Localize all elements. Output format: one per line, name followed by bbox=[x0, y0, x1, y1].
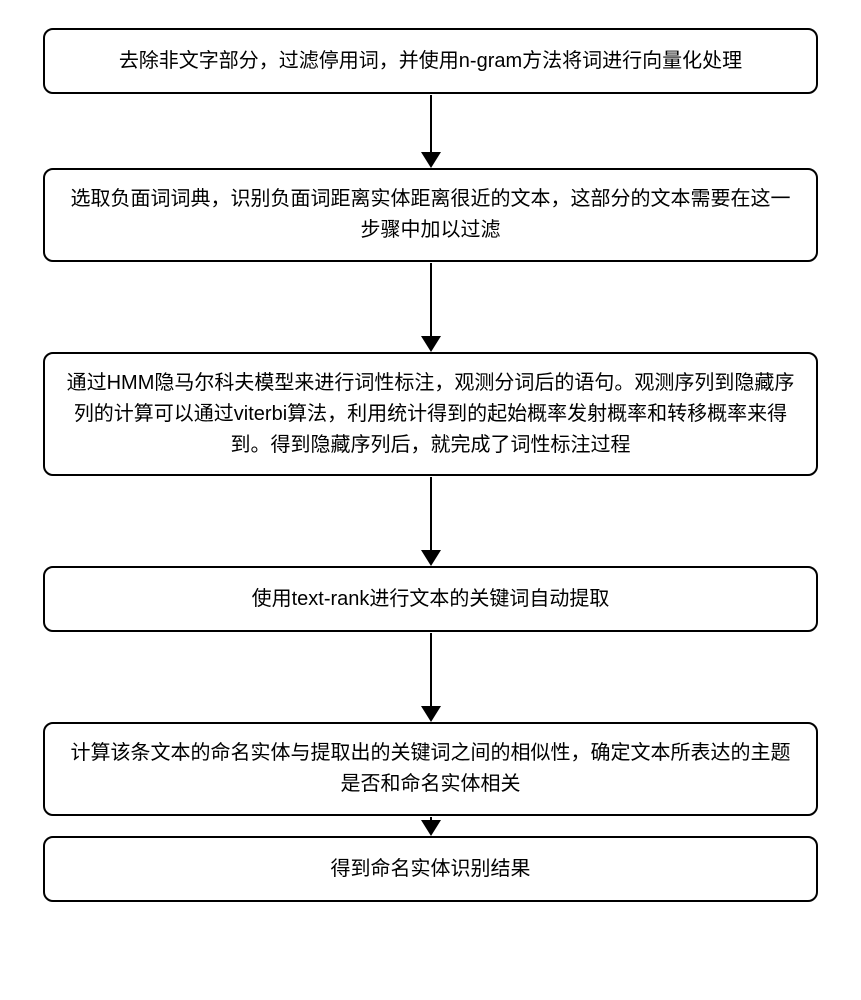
arrow-head-icon bbox=[421, 336, 441, 352]
flowchart-node: 计算该条文本的命名实体与提取出的关键词之间的相似性，确定文本所表达的主题是否和命… bbox=[43, 722, 818, 816]
flowchart-node-label: 得到命名实体识别结果 bbox=[331, 854, 531, 885]
flowchart-canvas: 去除非文字部分，过滤停用词，并使用n-gram方法将词进行向量化处理 选取负面词… bbox=[0, 0, 861, 1000]
arrow-line bbox=[430, 477, 432, 551]
flowchart-node-label: 选取负面词词典，识别负面词距离实体距离很近的文本，这部分的文本需要在这一步骤中加… bbox=[63, 184, 798, 246]
arrow-head-icon bbox=[421, 152, 441, 168]
flowchart-node-label: 通过HMM隐马尔科夫模型来进行词性标注，观测分词后的语句。观测序列到隐藏序列的计… bbox=[63, 368, 798, 461]
arrow-head-icon bbox=[421, 550, 441, 566]
flowchart-node: 得到命名实体识别结果 bbox=[43, 836, 818, 902]
flowchart-arrow bbox=[421, 816, 441, 836]
arrow-head-icon bbox=[421, 706, 441, 722]
flowchart-arrow bbox=[421, 476, 441, 566]
flowchart-node-label: 使用text-rank进行文本的关键词自动提取 bbox=[252, 584, 610, 615]
flowchart-arrow bbox=[421, 262, 441, 352]
flowchart-node-label: 去除非文字部分，过滤停用词，并使用n-gram方法将词进行向量化处理 bbox=[119, 46, 742, 77]
arrow-line bbox=[430, 263, 432, 337]
flowchart-node: 通过HMM隐马尔科夫模型来进行词性标注，观测分词后的语句。观测序列到隐藏序列的计… bbox=[43, 352, 818, 476]
flowchart-arrow bbox=[421, 632, 441, 722]
flowchart-node: 选取负面词词典，识别负面词距离实体距离很近的文本，这部分的文本需要在这一步骤中加… bbox=[43, 168, 818, 262]
flowchart-node: 使用text-rank进行文本的关键词自动提取 bbox=[43, 566, 818, 632]
flowchart-arrow bbox=[421, 94, 441, 168]
flowchart-node-label: 计算该条文本的命名实体与提取出的关键词之间的相似性，确定文本所表达的主题是否和命… bbox=[63, 738, 798, 800]
arrow-line bbox=[430, 633, 432, 707]
arrow-line bbox=[430, 95, 432, 153]
arrow-head-icon bbox=[421, 820, 441, 836]
flowchart-node: 去除非文字部分，过滤停用词，并使用n-gram方法将词进行向量化处理 bbox=[43, 28, 818, 94]
